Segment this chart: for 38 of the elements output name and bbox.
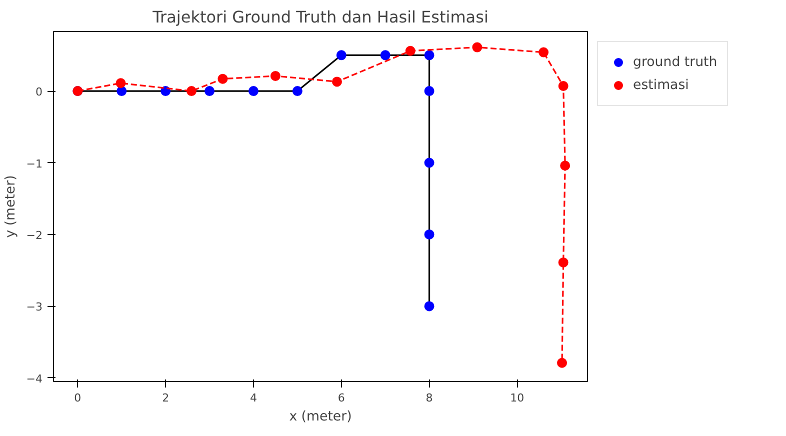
point — [292, 86, 302, 96]
y-tick-label: 0 — [36, 86, 42, 99]
legend-label: estimasi — [633, 78, 689, 92]
point — [248, 86, 258, 96]
point — [424, 86, 434, 96]
x-tick-label: 8 — [426, 392, 433, 404]
y-tick-label: −4 — [26, 372, 43, 386]
point — [424, 50, 434, 60]
point — [186, 86, 197, 96]
x-tick-label: 6 — [338, 392, 345, 404]
legend-label: ground truth — [633, 54, 718, 70]
point — [424, 301, 434, 312]
y-tick-label: −2 — [26, 228, 43, 242]
point — [558, 257, 568, 268]
point — [405, 46, 416, 56]
point — [336, 50, 346, 60]
x-tick-label: 2 — [162, 392, 170, 404]
point — [116, 78, 126, 88]
point — [270, 70, 280, 81]
chart-title: Trajektori Ground Truth dan Hasil Estimasi — [152, 8, 488, 26]
point — [538, 47, 549, 58]
point — [472, 42, 482, 52]
x-tick-label: 0 — [74, 392, 82, 404]
point — [332, 76, 342, 87]
point — [424, 229, 434, 240]
point — [558, 81, 568, 91]
point — [424, 158, 434, 168]
y-tick-label: −1 — [26, 157, 43, 170]
point — [204, 86, 215, 96]
point — [218, 74, 228, 84]
point — [380, 50, 390, 60]
point — [560, 160, 570, 171]
x-axis-title: x (meter) — [289, 410, 352, 424]
y-axis-title: y (meter) — [3, 175, 18, 238]
point — [557, 358, 568, 368]
y-tick-label: −3 — [26, 300, 43, 314]
x-tick-label: 4 — [250, 392, 257, 404]
x-tick-label: 10 — [510, 392, 524, 404]
